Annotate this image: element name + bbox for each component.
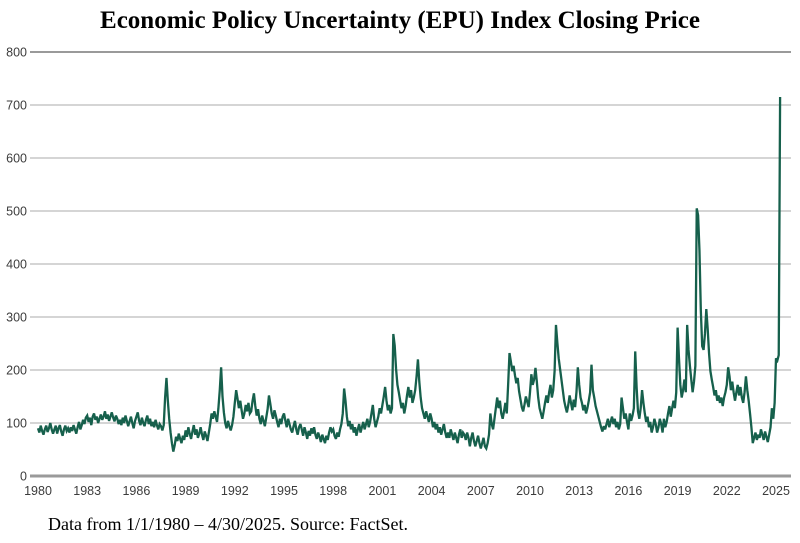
- x-tick-label: 1998: [319, 484, 347, 498]
- y-tick-label: 0: [20, 470, 27, 484]
- chart-title: Economic Policy Uncertainty (EPU) Index …: [100, 7, 700, 34]
- x-tick-label: 1986: [122, 484, 150, 498]
- x-tick-label: 2013: [565, 484, 593, 498]
- x-tick-label: 2016: [614, 484, 642, 498]
- x-tick-label: 1989: [172, 484, 200, 498]
- x-tick-label: 1980: [24, 484, 52, 498]
- y-tick-label: 200: [6, 364, 27, 378]
- y-tick-label: 100: [6, 417, 27, 431]
- x-tick-label: 2004: [418, 484, 446, 498]
- x-tick-label: 1992: [221, 484, 249, 498]
- x-tick-label: 2022: [713, 484, 741, 498]
- y-tick-label: 800: [6, 46, 27, 60]
- x-tick-label: 2007: [467, 484, 495, 498]
- epu-series-line: [36, 97, 782, 452]
- x-tick-label: 2001: [368, 484, 396, 498]
- x-tick-label: 2010: [516, 484, 544, 498]
- x-tick-label: 2025: [762, 484, 790, 498]
- y-tick-label: 300: [6, 311, 27, 325]
- source-note: Data from 1/1/1980 – 4/30/2025. Source: …: [48, 514, 408, 534]
- y-tick-label: 400: [6, 258, 27, 272]
- x-tick-label: 2019: [664, 484, 692, 498]
- y-tick-label: 500: [6, 205, 27, 219]
- x-tick-label: 1983: [73, 484, 101, 498]
- y-tick-label: 600: [6, 152, 27, 166]
- y-tick-label: 700: [6, 99, 27, 113]
- x-tick-label: 1995: [270, 484, 298, 498]
